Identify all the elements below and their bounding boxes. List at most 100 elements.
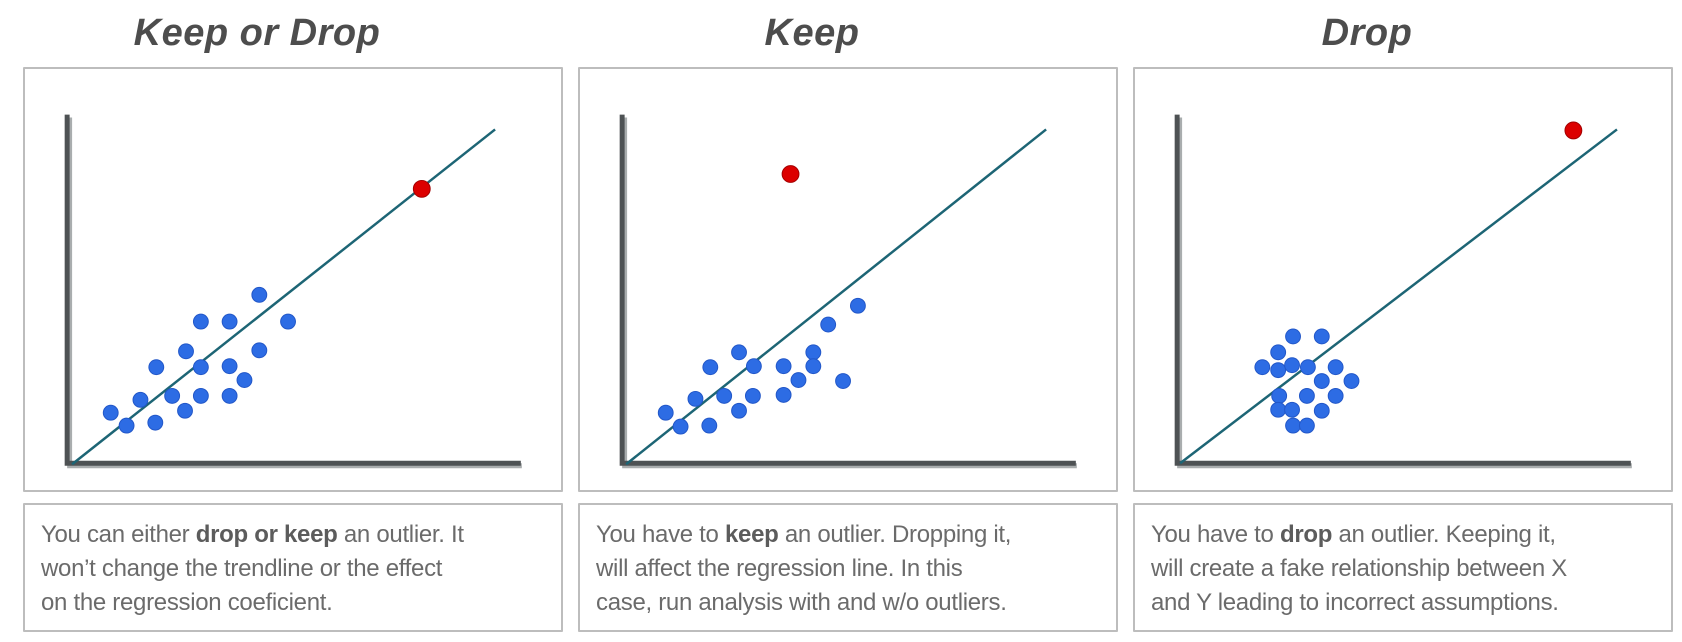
data-point [1284,357,1300,374]
data-point [192,387,209,404]
description-line: on the regression coeficient. [41,586,553,620]
scatter-chart-box [578,67,1118,492]
data-point [236,372,253,388]
data-point [745,358,762,375]
description-text: an outlier. Dropping it, [778,521,1012,548]
panel-description-text: You have to drop an outlier. Keeping it,… [1151,518,1663,620]
description-bold-text: keep [724,521,779,548]
data-point [820,316,837,333]
panel-drop: Drop You have to drop an outlier. Keepin… [1133,0,1673,632]
panel-title: Drop [1321,12,1413,54]
description-text: will create a fake relationship between … [1151,555,1567,582]
outlier-point [412,179,431,198]
description-text: You have to [1151,521,1280,548]
panel-description-box: You can either drop or keep an outlier. … [23,503,563,632]
panel-title: Keep or Drop [133,12,381,54]
data-point [702,359,719,376]
data-point [147,414,164,431]
data-point [178,343,194,360]
data-point [1313,373,1330,389]
panel-title-row: Keep or Drop [23,0,563,67]
description-text: on the regression coeficient. [41,589,333,616]
panel-description-box: You have to drop an outlier. Keeping it,… [1133,503,1673,632]
data-point [1313,328,1330,345]
description-text: and Y leading to incorrect assumptions. [1151,589,1559,616]
panel-description-box: You have to keep an outlier. Dropping it… [578,503,1118,632]
description-text: an outlier. It [337,521,464,548]
data-point [1271,387,1288,404]
data-point [1254,359,1271,376]
xy-axes [1174,114,1631,466]
data-point [1270,362,1287,379]
description-bold-text: drop or keep [195,521,338,548]
data-point [835,373,851,389]
data-point [1270,401,1287,418]
outlier-point [1564,121,1583,140]
data-point [687,390,704,407]
data-point [192,359,209,376]
data-point [1298,387,1315,404]
description-text: You can either [41,521,196,548]
data-point [102,404,119,421]
data-point [118,417,135,434]
data-point [148,359,165,376]
data-point [280,313,296,330]
data-point [1327,359,1344,376]
data-point [1298,417,1315,434]
panel-title: Keep [764,12,860,54]
description-bold-text: drop [1279,521,1333,548]
panel-description-text: You can either drop or keep an outlier. … [41,518,553,620]
data-point [221,387,238,404]
data-point [132,391,149,408]
scatter-chart-box [23,67,563,492]
data-point [1285,328,1301,345]
trendline [625,128,1047,466]
data-point [221,358,238,375]
scatter-plot [619,114,1077,469]
data-point [775,358,792,375]
description-text: won’t change the trendline or the effect [41,555,443,582]
data-point [805,358,822,375]
data-point [716,387,733,404]
description-line: You can either drop or keep an outlier. … [41,518,553,552]
data-point [251,286,268,303]
panel-description-text: You have to keep an outlier. Dropping it… [596,518,1108,620]
data-point [164,387,181,404]
trendline [71,128,496,466]
data-point [657,404,674,421]
data-point [701,417,718,434]
data-point [221,313,238,330]
description-line: and Y leading to incorrect assumptions. [1151,586,1663,620]
data-point [192,313,209,330]
panel-keep-or-drop: Keep or Drop You can either drop or keep… [23,0,563,632]
data-point [177,402,193,419]
trendline [1179,128,1618,465]
description-text: will affect the regression line. In this [596,555,963,582]
description-line: You have to keep an outlier. Dropping it… [596,518,1108,552]
data-point [744,387,761,404]
data-point [1299,359,1316,376]
xy-axes [64,114,521,466]
data-point [790,372,807,388]
description-line: You have to drop an outlier. Keeping it, [1151,518,1663,552]
panel-keep: Keep You have to keep an outlier. Droppi… [578,0,1118,632]
data-point [775,386,792,403]
scatter-chart-box [1133,67,1673,492]
data-point [1313,402,1330,419]
data-point [672,418,689,435]
data-point [1285,417,1301,434]
description-line: case, run analysis with and w/o outliers… [596,586,1108,620]
data-point [849,297,866,314]
data-point [805,344,822,361]
data-point [1284,401,1300,418]
outlier-point [781,165,800,183]
description-line: won’t change the trendline or the effect [41,552,553,586]
data-point [1343,373,1360,389]
description-text: You have to [596,521,725,548]
panel-title-row: Drop [1133,0,1673,67]
data-point [1270,344,1287,361]
data-point [251,342,268,359]
data-point [731,402,747,419]
